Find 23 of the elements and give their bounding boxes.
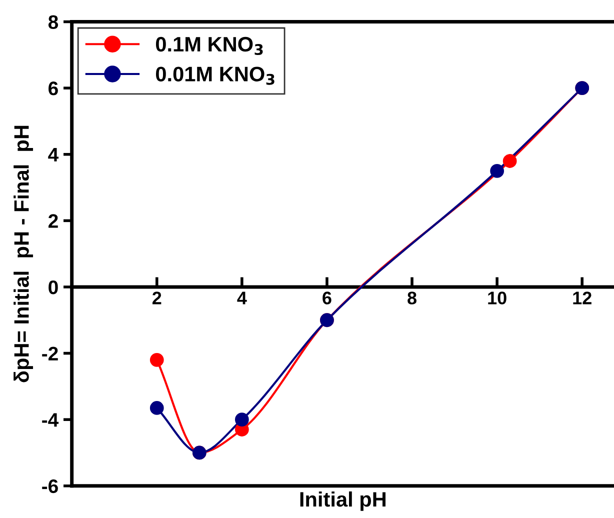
- x-axis-title: Initial pH: [300, 491, 386, 511]
- y-tick-label: -2: [42, 346, 58, 360]
- legend-label: 0.1M KNO$_{3}$: [156, 36, 263, 56]
- x-tick-label: 10: [488, 292, 506, 304]
- y-tick-label: -6: [42, 479, 58, 494]
- x-tick-label: 12: [573, 292, 592, 304]
- point: [490, 164, 504, 178]
- y-tick-label: 4: [48, 148, 59, 162]
- x-tick-label: 4: [237, 292, 247, 304]
- x-tick-label: 6: [322, 292, 332, 304]
- y-tick-label: 2: [48, 214, 58, 228]
- point: [150, 352, 164, 367]
- point: [150, 401, 164, 415]
- point: [502, 154, 517, 168]
- y-axis-title: δpH= Initial pH - Final pH: [14, 126, 34, 382]
- y-tick-label: 6: [48, 82, 58, 96]
- y-tick-label: -4: [42, 413, 59, 427]
- x-tick-label: 8: [408, 292, 416, 304]
- y-tick-label: 0: [48, 280, 58, 294]
- legend-label: 0.01M KNO$_{3}$: [156, 66, 274, 85]
- x-tick-label: 2: [152, 292, 162, 304]
- point: [234, 412, 249, 427]
- y-tick-label: 8: [48, 15, 58, 29]
